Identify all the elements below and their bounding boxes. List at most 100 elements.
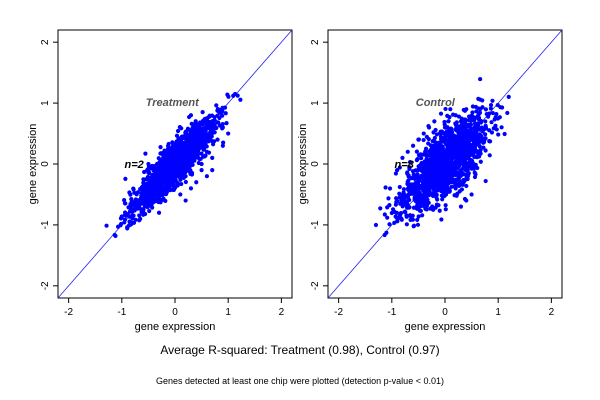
- data-point: [406, 187, 411, 193]
- footnote: Genes detected at least one chip were pl…: [156, 376, 444, 386]
- data-point: [200, 128, 205, 133]
- data-point: [378, 206, 383, 211]
- y-tick-label: -1: [310, 220, 321, 229]
- data-point: [404, 214, 409, 219]
- data-point: [430, 166, 435, 171]
- data-point: [188, 130, 194, 135]
- data-point: [131, 187, 136, 192]
- data-point: [478, 106, 483, 112]
- data-point: [223, 111, 228, 116]
- data-point: [464, 136, 469, 141]
- data-point: [192, 127, 197, 132]
- data-point: [141, 210, 146, 215]
- data-point: [189, 172, 195, 177]
- data-point: [209, 124, 214, 130]
- outlier-point: [183, 174, 188, 179]
- data-point: [150, 201, 155, 206]
- data-point: [218, 109, 223, 114]
- data-point: [393, 202, 399, 207]
- outlier-point: [167, 186, 172, 191]
- data-point: [463, 125, 468, 130]
- data-point: [166, 179, 171, 184]
- data-point: [456, 175, 461, 180]
- data-point: [175, 148, 181, 153]
- data-point: [395, 219, 400, 224]
- data-point: [162, 177, 167, 182]
- data-point: [172, 144, 177, 150]
- y-tick-label: 0: [310, 161, 321, 167]
- data-point: [445, 113, 450, 118]
- data-point: [202, 146, 207, 151]
- data-point: [478, 159, 483, 164]
- data-point: [140, 207, 145, 212]
- data-point: [493, 123, 498, 128]
- outlier-point: [199, 161, 204, 167]
- data-point: [457, 130, 462, 135]
- data-point: [118, 223, 123, 228]
- data-point: [235, 93, 240, 98]
- data-point: [434, 142, 439, 147]
- data-point: [221, 140, 226, 145]
- data-point: [463, 168, 469, 173]
- data-point: [436, 145, 441, 150]
- data-point: [415, 172, 420, 177]
- data-point: [490, 110, 495, 116]
- data-point: [444, 154, 449, 159]
- data-point: [443, 134, 448, 139]
- data-point: [470, 136, 475, 141]
- x-tick-label: -2: [64, 307, 73, 318]
- data-point: [455, 156, 460, 161]
- data-point: [193, 119, 198, 124]
- data-point: [415, 217, 420, 223]
- data-point: [161, 167, 166, 173]
- data-point: [439, 217, 444, 222]
- data-point: [159, 151, 164, 156]
- outlier-point: [480, 137, 485, 142]
- data-point: [178, 159, 183, 164]
- data-point: [412, 195, 417, 200]
- data-point: [161, 162, 166, 168]
- data-point: [437, 149, 442, 154]
- data-point: [424, 134, 429, 139]
- data-point: [141, 180, 146, 185]
- data-point: [207, 113, 212, 118]
- data-point: [147, 179, 152, 184]
- data-point: [125, 225, 130, 230]
- data-point: [479, 118, 484, 124]
- data-point: [445, 139, 450, 144]
- data-point: [486, 114, 491, 119]
- data-point: [134, 192, 139, 197]
- data-point: [390, 207, 396, 212]
- data-point: [205, 134, 210, 140]
- data-point: [175, 173, 180, 178]
- data-point: [454, 148, 460, 153]
- data-point: [184, 131, 189, 136]
- data-point: [483, 119, 488, 124]
- data-point: [453, 182, 458, 187]
- data-point: [411, 205, 417, 210]
- outlier-point: [188, 186, 194, 191]
- data-point: [414, 158, 419, 163]
- data-point: [200, 109, 205, 115]
- data-point: [123, 176, 128, 181]
- data-point: [463, 118, 468, 123]
- data-point: [471, 164, 476, 169]
- data-point: [451, 148, 456, 153]
- data-point: [168, 169, 174, 174]
- outlier-point: [458, 119, 464, 124]
- data-point: [464, 155, 470, 160]
- data-point: [436, 157, 442, 162]
- data-point: [212, 130, 217, 135]
- data-point: [452, 133, 457, 138]
- data-point: [153, 166, 159, 171]
- data-point: [408, 213, 414, 218]
- data-point: [433, 146, 438, 151]
- data-point: [441, 139, 446, 144]
- data-point: [462, 131, 467, 136]
- data-point: [165, 160, 170, 166]
- data-point: [428, 183, 434, 188]
- data-point: [431, 190, 436, 196]
- data-point: [167, 156, 173, 161]
- data-point: [238, 97, 243, 102]
- data-point: [183, 144, 189, 149]
